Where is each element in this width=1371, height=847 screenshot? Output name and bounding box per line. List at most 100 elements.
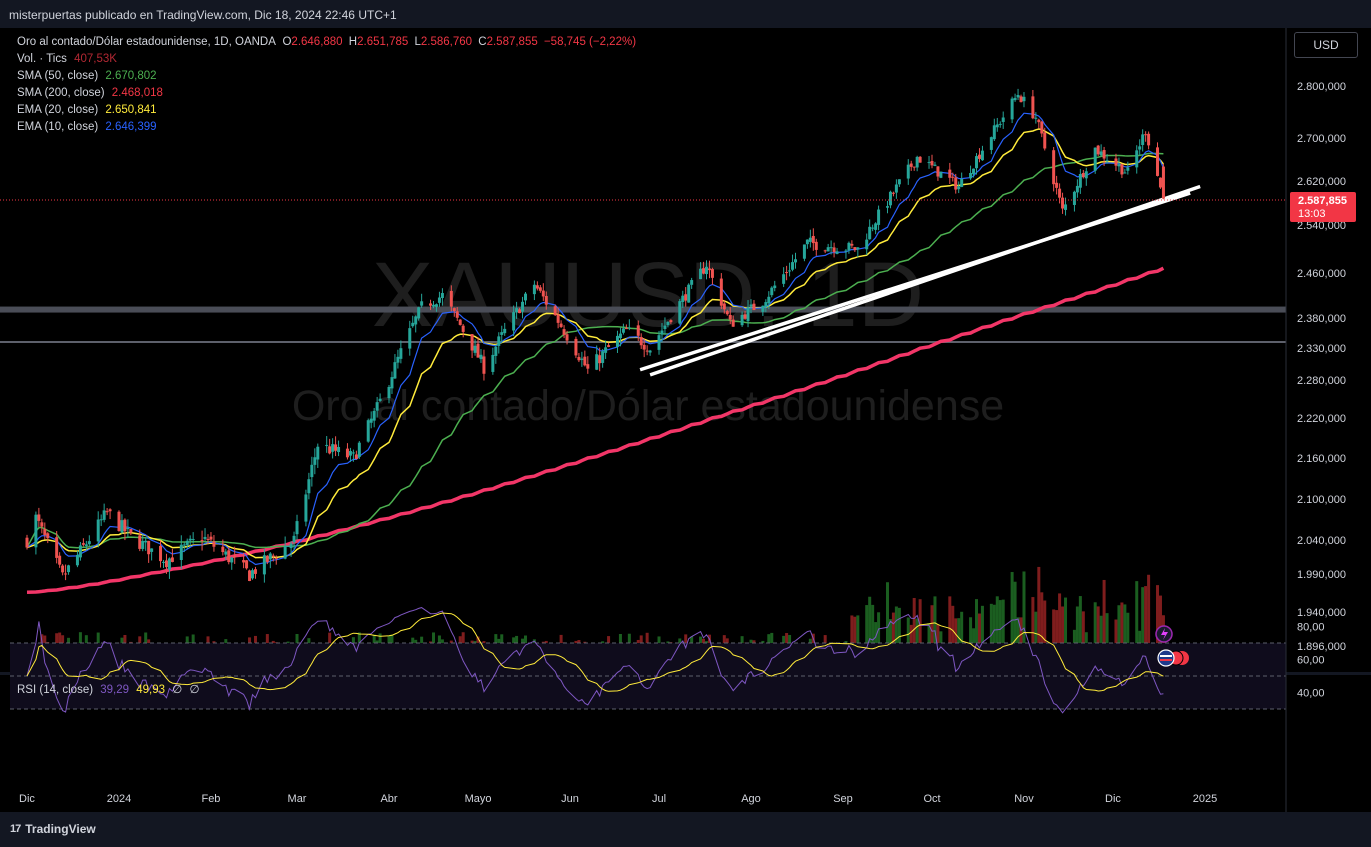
candle-body [328, 446, 332, 454]
candle-body [615, 335, 619, 347]
time-axis-label: 2024 [107, 793, 131, 805]
candle-body [458, 319, 462, 325]
candle-body [1126, 167, 1130, 171]
candle-body [678, 301, 682, 324]
candle-body [494, 346, 498, 356]
volume-bar [1078, 596, 1082, 672]
low-value: 2.586,760 [420, 36, 473, 48]
volume-bar [1058, 593, 1062, 672]
candle-body [491, 354, 495, 372]
candle-body [1123, 172, 1127, 174]
tradingview-brand: TradingView [25, 822, 96, 836]
candle-body [1013, 97, 1017, 101]
volume-legend[interactable]: Vol. · Tics 407,53K [17, 53, 117, 65]
candle-body [147, 540, 151, 555]
volume-bar [1043, 600, 1047, 672]
candle-body [117, 511, 121, 531]
horizontal-levels[interactable] [0, 306, 1286, 343]
candle-body [906, 164, 910, 179]
candle-body [853, 247, 857, 251]
indicator-legend-2[interactable]: EMA (20, close) 2.650,841 [17, 104, 157, 116]
events-flag-icon[interactable] [1157, 649, 1189, 667]
candle-body [351, 452, 355, 454]
candle-body [414, 316, 418, 325]
indicator-legend-0[interactable]: SMA (50, close) 2.670,802 [17, 70, 157, 82]
candle-body [1010, 98, 1014, 120]
candle-body [1102, 150, 1106, 159]
candle-body [390, 377, 394, 389]
candle-body [295, 521, 299, 535]
candle-body [1096, 145, 1100, 155]
time-axis[interactable]: Dic 2024 Feb Mar Abr Mayo Jun Jul Ago Sep Oct Nov Di… [19, 793, 1217, 805]
indicator-legend-3[interactable]: EMA (10, close) 2.646,399 [17, 121, 157, 133]
candle-body [1093, 147, 1097, 171]
instrument-legend[interactable]: Oro al contado/Dólar estadounidense, 1D,… [17, 36, 636, 48]
tradingview-logo-mark: 17 [10, 823, 21, 835]
rsi-legend[interactable]: RSI (14, close) 39,29 49,93 ∅ ∅ [17, 682, 200, 696]
price-axis[interactable]: 2.800,000 2.700,000 2.620,000 2.540,000 2.46… [1297, 81, 1346, 653]
candle-body [221, 546, 225, 553]
support-zone-line[interactable] [0, 306, 1286, 313]
candle-body [411, 322, 415, 327]
candle-body [126, 527, 130, 530]
indicator-value: 2.650,841 [105, 104, 157, 116]
candle-body [470, 334, 474, 351]
candle-body [345, 448, 349, 458]
candle-body [707, 268, 711, 271]
price-tag-countdown: 13:03 [1298, 208, 1326, 220]
candle-body [212, 541, 216, 547]
candle-body [645, 350, 649, 352]
candle-body [710, 269, 714, 278]
price-axis-label: 2.700,000 [1297, 133, 1346, 145]
candle-body [268, 553, 272, 560]
candle-body [1016, 95, 1020, 98]
time-axis-label: Sep [833, 793, 853, 805]
volume-bar [1081, 611, 1085, 672]
candle-body [167, 558, 171, 570]
candle-body [1064, 204, 1068, 210]
currency-button[interactable]: USD [1294, 32, 1358, 58]
candle-body [337, 446, 341, 453]
candle-body [179, 544, 183, 560]
close-value: 2.587,855 [486, 36, 538, 48]
trendline-upper[interactable] [649, 184, 1201, 377]
volume-bar [1126, 612, 1130, 672]
candle-body [108, 509, 112, 512]
trendlines[interactable] [639, 184, 1201, 377]
candle-body [538, 287, 542, 291]
alert-flash-icon[interactable] [1155, 625, 1173, 643]
candle-body [265, 555, 269, 562]
candle-body [420, 301, 424, 306]
volume-bar [1144, 586, 1148, 672]
rsi-axis[interactable]: 80,00 60,00 40,00 [1297, 622, 1325, 700]
candle-body [325, 444, 329, 446]
candle-body [725, 311, 729, 315]
candle-body [46, 533, 50, 539]
tradingview-logo[interactable]: 17 TradingView [10, 822, 96, 836]
candle-body [541, 290, 545, 297]
rsi-value: 39,29 [100, 684, 130, 696]
candle-body [64, 573, 68, 575]
indicator-label: SMA (50, close) [17, 70, 99, 82]
price-chart[interactable]: XAUUSD, 1D Oro al contado/Dólar estadoun… [0, 28, 1371, 812]
candle-body [580, 358, 584, 360]
candle-body [497, 336, 501, 346]
volume-bar [1037, 566, 1041, 672]
price-axis-label: 1.940,000 [1297, 607, 1346, 619]
candle-body [684, 294, 688, 301]
candle-body [829, 247, 833, 249]
indicator-legend-1[interactable]: SMA (200, close) 2.468,018 [17, 87, 163, 99]
candle-body [844, 250, 848, 252]
candle-body [782, 274, 786, 284]
candle-body [562, 329, 566, 335]
candle-body [144, 540, 148, 543]
price-axis-label: 1.896,000 [1297, 641, 1346, 653]
candle-body [185, 540, 189, 546]
candle-body [75, 554, 79, 566]
time-axis-label: Jun [561, 793, 579, 805]
candle-body [868, 226, 872, 240]
candle-body [636, 325, 640, 336]
candle-body [307, 479, 311, 494]
rsi-ma-line [26, 612, 1164, 692]
candle-body [1144, 134, 1148, 136]
